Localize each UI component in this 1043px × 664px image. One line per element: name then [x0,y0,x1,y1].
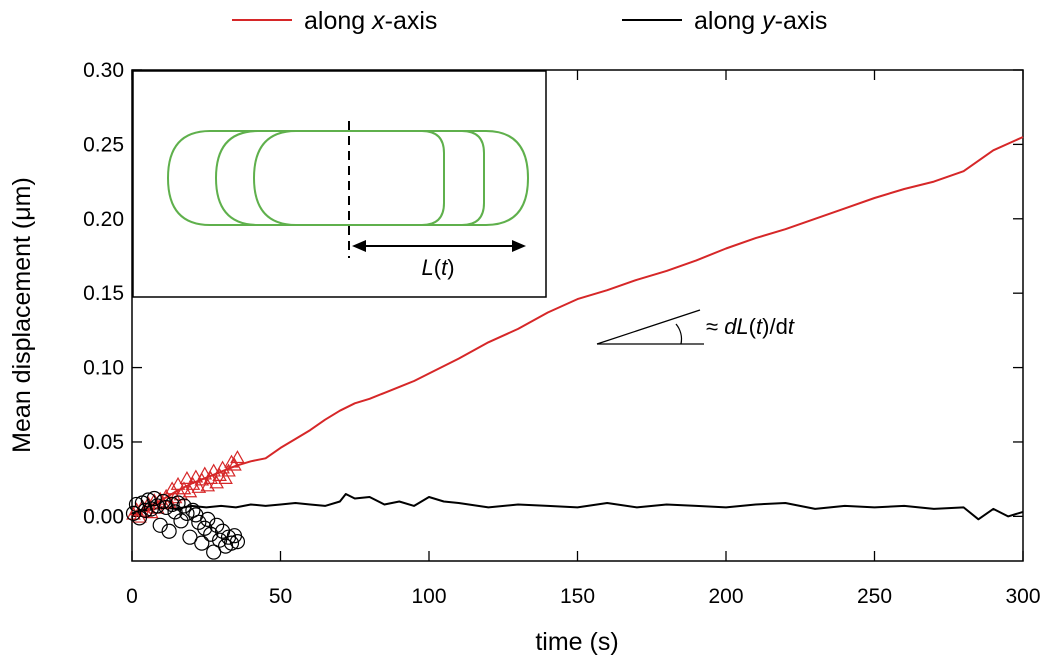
triangle-marker [179,470,195,484]
y-tick-label: 0.00 [83,505,124,528]
legend-label-y-series: along y-axis [694,7,827,35]
circle-marker [200,511,216,527]
triangle-marker [203,470,219,484]
triangle-marker [200,478,216,492]
triangle-marker [224,454,239,468]
circle-marker [152,517,168,533]
x-tick-label: 200 [708,585,743,608]
y-tick-label: 0.05 [83,431,124,454]
circle-marker [209,517,225,533]
triangle-marker [230,450,245,464]
y-tick-label: 0.15 [83,282,124,305]
series-line-y_series [131,493,1024,521]
inset: L(t) [132,70,547,298]
legend: along x-axis along y-axis [232,7,827,35]
x-tick-label: 100 [411,585,446,608]
y-tick-label: 0.30 [83,59,124,82]
circle-marker [223,535,240,551]
circle-marker [191,514,207,530]
x-tick-label: 300 [1005,585,1040,608]
y-axis-title: Mean displacement (μm) [8,177,36,453]
slope-angle-arc [675,323,683,345]
y-tick-label: 0.20 [83,208,124,231]
circle-marker [161,523,177,539]
inset-arrowhead-right [512,240,526,252]
x-tick-label: 0 [126,585,138,608]
circle-marker [197,520,213,536]
triangle-marker [188,469,204,483]
inset-arrowhead-left [352,240,366,252]
circle-marker [182,529,198,545]
y-axis: 0.00 0.05 0.10 0.15 0.20 0.25 0.30 [83,59,1023,528]
series-layer [125,136,1024,560]
triangle-marker [218,470,233,484]
triangle-marker [197,466,213,480]
x-tick-label: 50 [269,585,292,608]
circle-marker [146,490,162,507]
slope-annotation: ≈ dL(t)/dt [596,309,795,345]
triangle-marker [206,463,222,477]
circle-marker [164,496,180,513]
circle-marker [212,532,228,548]
circle-marker [206,544,222,560]
circle-marker [203,526,219,542]
slope-rise-line [596,309,701,345]
circle-marker [194,535,210,551]
circle-marker [167,504,183,520]
y-tick-label: 0.10 [83,357,124,380]
series-line-x_series [131,136,1024,518]
y-tick-label: 0.25 [83,133,124,156]
x-tick-label: 250 [857,585,892,608]
triangle-marker [227,457,242,471]
triangle-marker [191,479,207,493]
circle-marker [140,492,156,508]
circle-marker [185,502,201,519]
x-axis: 0 50 100 150 200 250 300 [126,70,1041,608]
slope-label: ≈ dL(t)/dt [706,314,795,339]
inset-length-label: L(t) [421,255,454,280]
legend-label-x-series: along x-axis [304,7,437,35]
x-tick-label: 150 [560,585,595,608]
circle-marker [176,498,192,514]
circle-marker [229,534,246,550]
inset-cell-outline-3 [252,130,530,226]
inset-frame [132,70,547,298]
triangle-marker [164,481,180,495]
x-axis-title: time (s) [535,628,618,656]
